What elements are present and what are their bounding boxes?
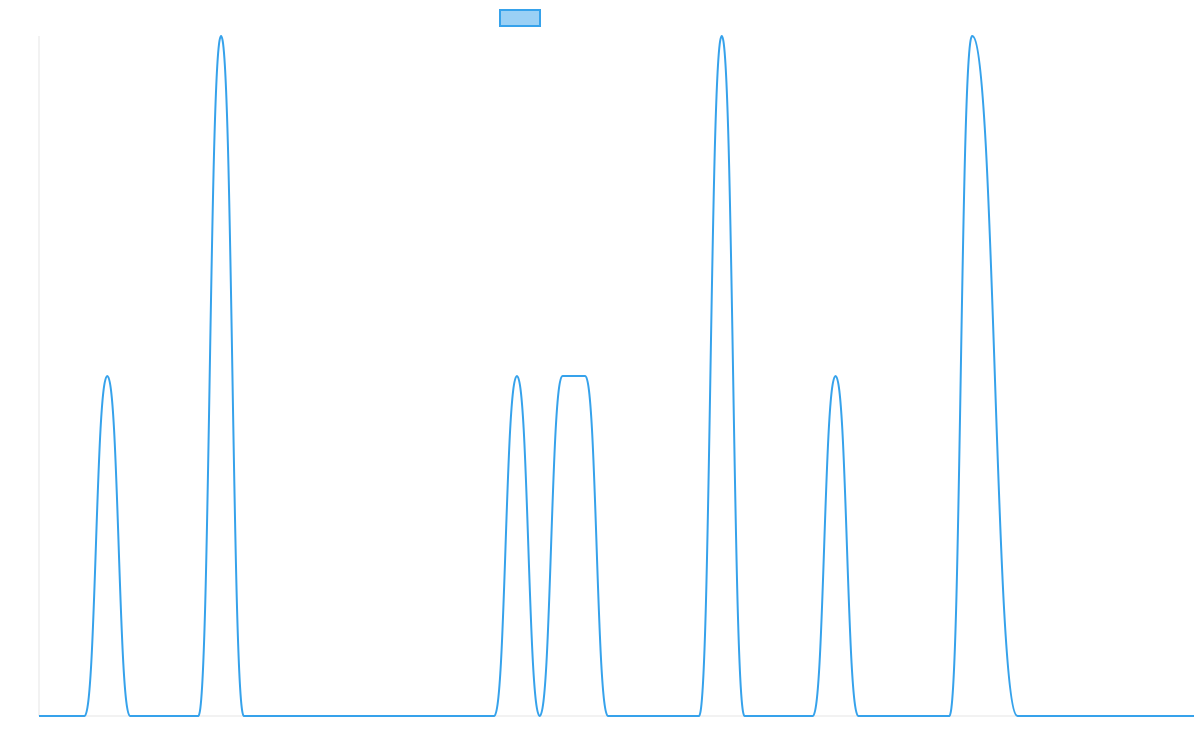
data-point[interactable] xyxy=(82,713,88,719)
data-point[interactable] xyxy=(719,33,725,39)
data-point[interactable] xyxy=(1015,713,1021,719)
data-point[interactable] xyxy=(810,713,816,719)
data-point[interactable] xyxy=(104,373,110,379)
data-point[interactable] xyxy=(514,373,520,379)
data-point[interactable] xyxy=(582,373,588,379)
data-point[interactable] xyxy=(36,713,42,719)
legend-swatch[interactable] xyxy=(499,9,541,27)
data-point[interactable] xyxy=(969,33,975,39)
data-point[interactable] xyxy=(696,713,702,719)
data-point[interactable] xyxy=(742,713,748,719)
data-point[interactable] xyxy=(855,713,861,719)
series-group xyxy=(36,33,1197,719)
data-point[interactable] xyxy=(1191,713,1197,719)
series-line-0[interactable] xyxy=(39,35,1194,718)
data-point[interactable] xyxy=(559,373,565,379)
data-point[interactable] xyxy=(218,33,224,39)
data-point[interactable] xyxy=(491,713,497,719)
data-point[interactable] xyxy=(195,713,201,719)
data-point[interactable] xyxy=(946,713,952,719)
data-point[interactable] xyxy=(605,713,611,719)
data-point[interactable] xyxy=(241,713,247,719)
data-point[interactable] xyxy=(537,713,543,719)
data-point[interactable] xyxy=(833,373,839,379)
data-point[interactable] xyxy=(127,713,133,719)
legend[interactable] xyxy=(499,9,541,27)
